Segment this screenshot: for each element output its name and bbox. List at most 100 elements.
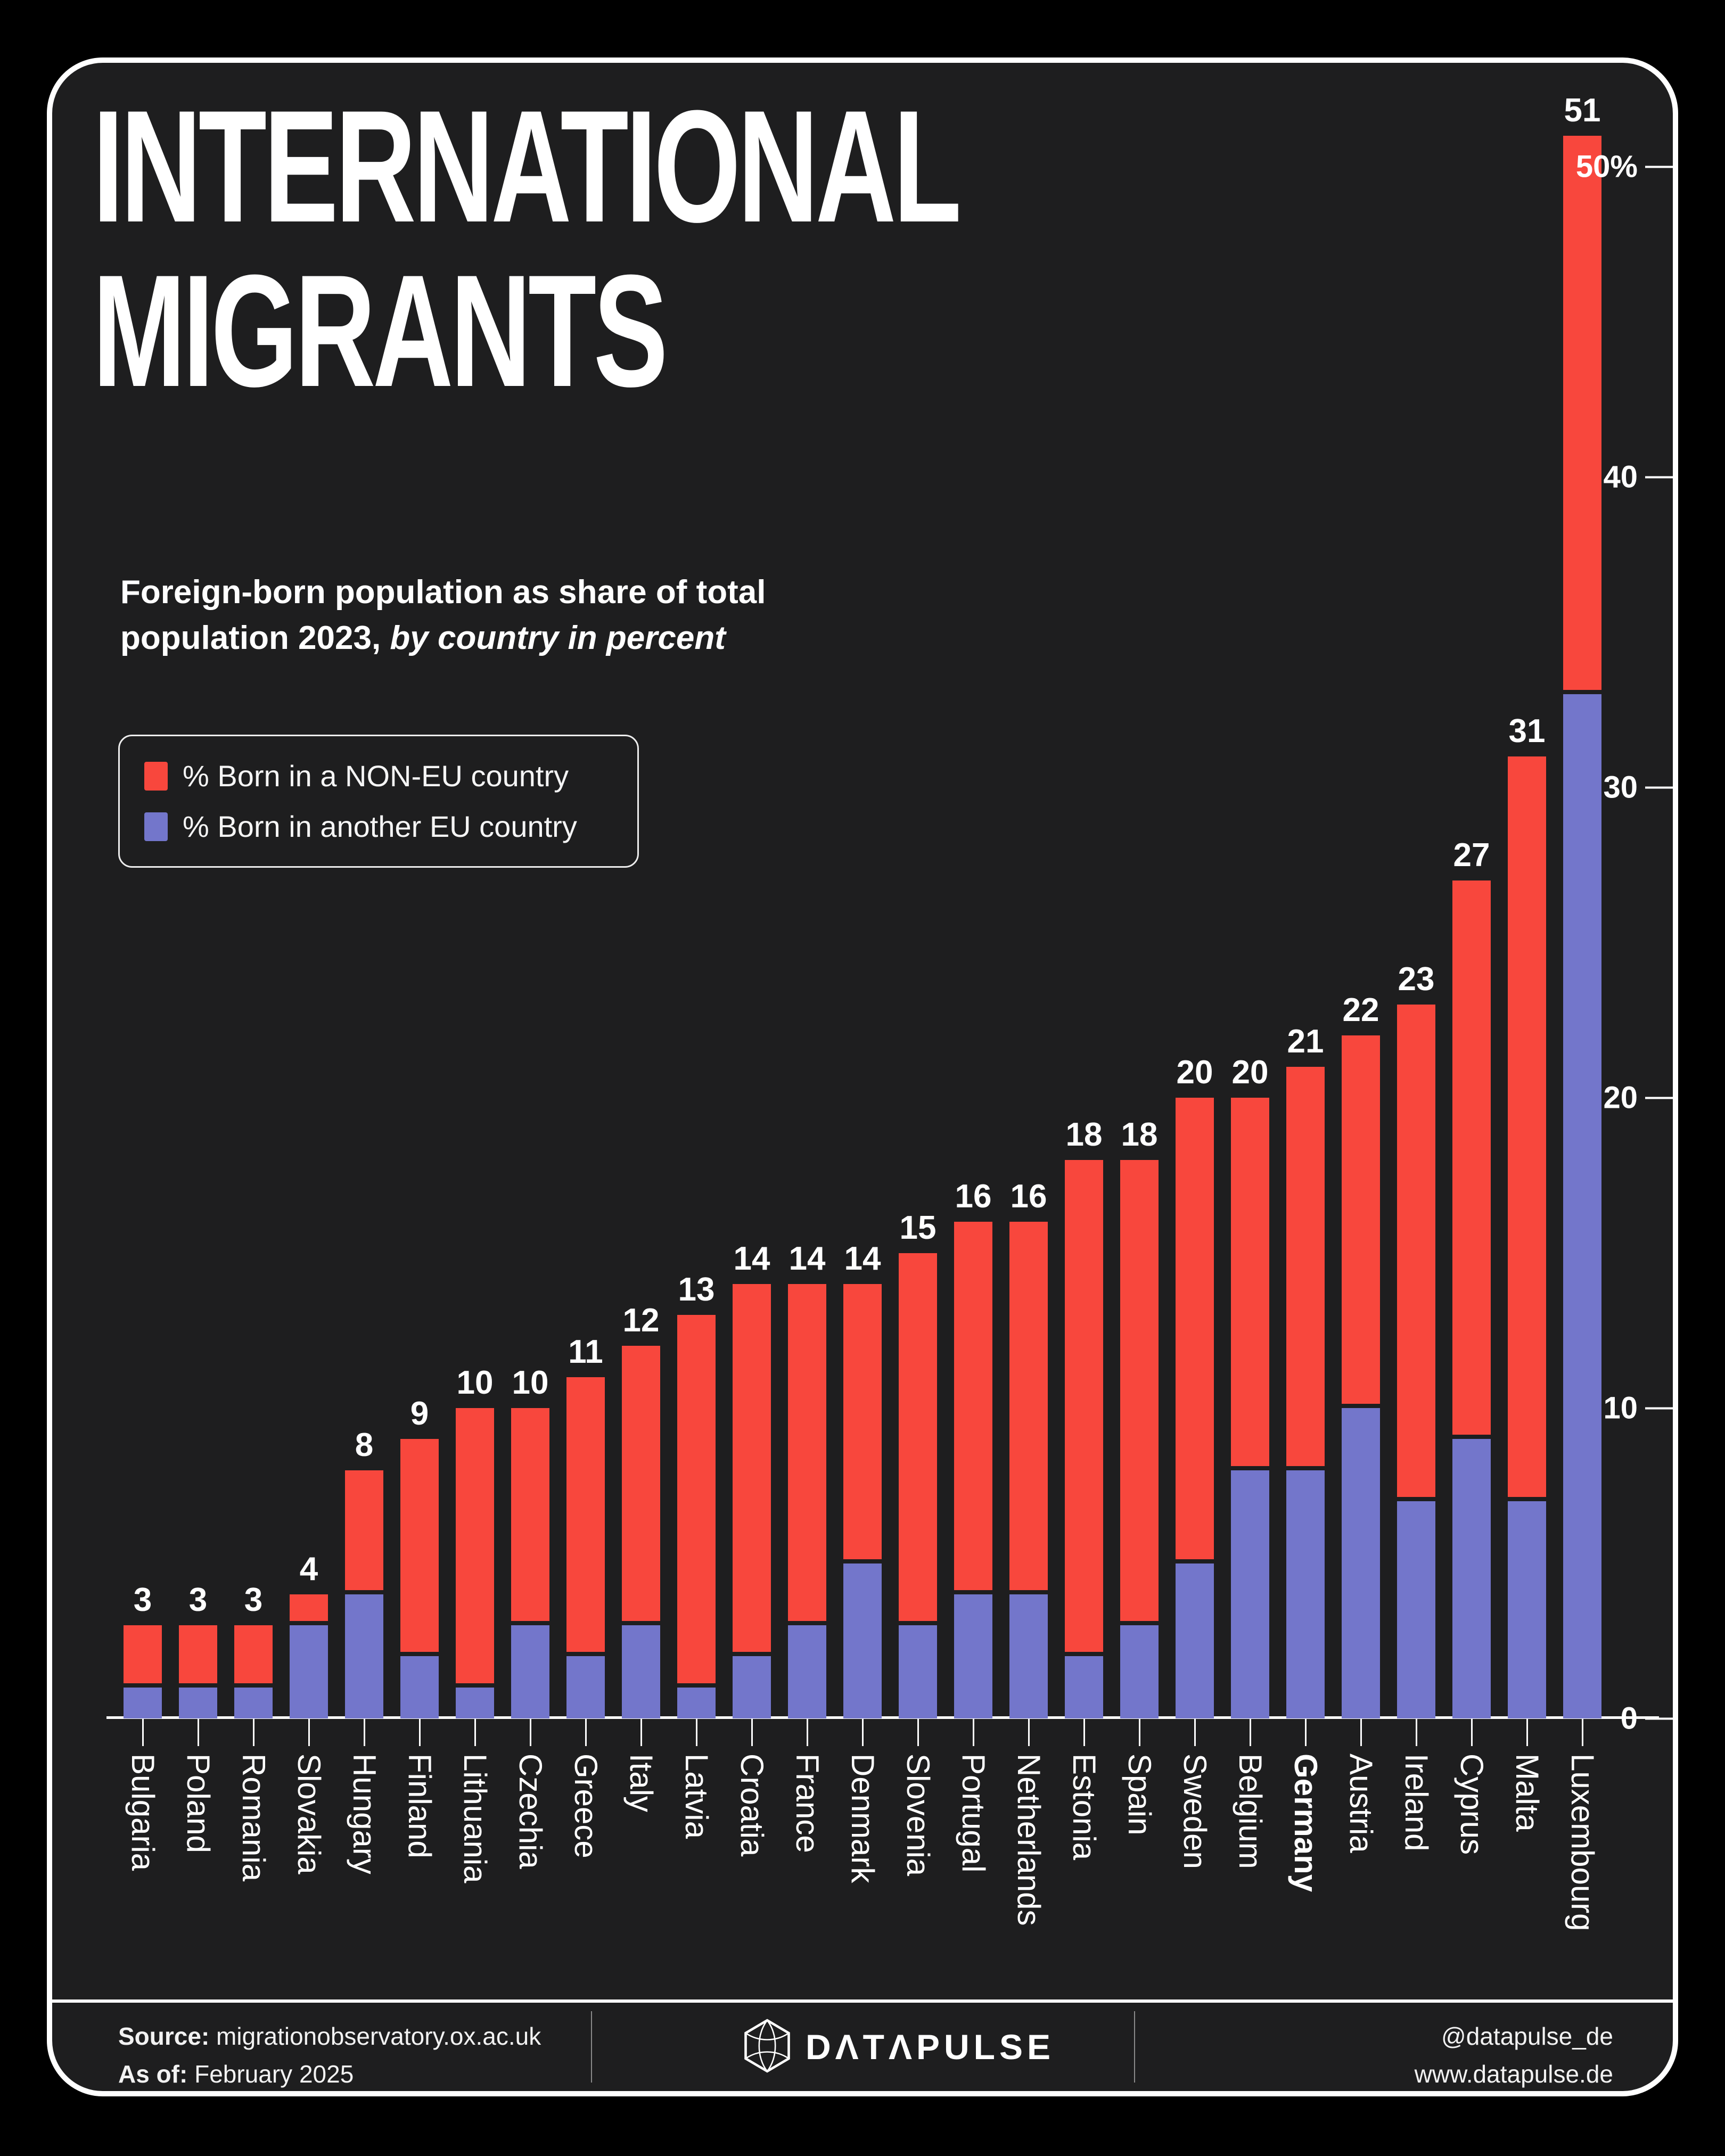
- x-label: Czechia: [513, 1754, 548, 1869]
- bar-denmark: 14: [835, 1242, 890, 1718]
- x-axis-category-latvia: Latvia: [669, 1718, 724, 1931]
- x-axis-category-lithuania: Lithuania: [447, 1718, 503, 1931]
- segment-non-eu: [677, 1315, 716, 1683]
- bar-total-label: 9: [410, 1395, 429, 1433]
- segment-non-eu: [124, 1625, 162, 1683]
- bar-czechia: 10: [503, 1367, 558, 1718]
- bar-total-label: 8: [355, 1426, 374, 1463]
- x-tick-mark: [1194, 1718, 1196, 1746]
- bar-france: 14: [779, 1242, 835, 1718]
- legend-swatch-icon: [144, 812, 168, 841]
- brand-logo: DΛTΛPULSE: [712, 2003, 1085, 2091]
- poster-card: INTERNATIONAL MIGRANTS Foreign-born popu…: [47, 57, 1678, 2096]
- y-tick-50: 50%: [1576, 149, 1673, 185]
- bar-total-label: 3: [244, 1582, 263, 1619]
- bar-total-label: 27: [1453, 836, 1490, 874]
- bar-greece: 11: [558, 1333, 613, 1718]
- bar-total-label: 22: [1342, 992, 1379, 1029]
- y-tick-mark: [1645, 166, 1673, 168]
- segment-non-eu: [345, 1470, 383, 1590]
- bar-total-label: 11: [568, 1333, 603, 1370]
- bar-total-label: 16: [1010, 1178, 1047, 1215]
- x-axis-category-estonia: Estonia: [1056, 1718, 1112, 1931]
- segment-eu: [400, 1656, 439, 1718]
- segment-non-eu: [1176, 1098, 1214, 1559]
- y-tick-20: 20: [1603, 1080, 1673, 1116]
- bar-total-label: 14: [733, 1240, 770, 1277]
- segment-eu: [622, 1625, 660, 1718]
- x-axis-category-cyprus: Cyprus: [1444, 1718, 1499, 1931]
- x-tick-mark: [308, 1718, 310, 1746]
- bar-total-label: 10: [512, 1364, 549, 1402]
- bar-cyprus: 27: [1444, 836, 1499, 1718]
- y-tick-label: 50%: [1575, 149, 1638, 184]
- bar-croatia: 14: [724, 1242, 779, 1718]
- x-axis-category-bulgaria: Bulgaria: [115, 1718, 170, 1931]
- segment-eu: [899, 1625, 937, 1718]
- bar-slovenia: 15: [890, 1211, 946, 1718]
- bar-total-label: 12: [622, 1302, 660, 1339]
- segment-non-eu: [1563, 135, 1601, 690]
- segment-eu: [1342, 1408, 1380, 1718]
- x-tick-mark: [1028, 1718, 1030, 1746]
- segment-non-eu: [733, 1283, 771, 1652]
- segment-eu: [1508, 1501, 1546, 1718]
- segment-eu: [1009, 1594, 1048, 1718]
- y-tick-mark: [1645, 476, 1673, 478]
- segment-eu: [733, 1656, 771, 1718]
- x-axis-category-austria: Austria: [1333, 1718, 1389, 1931]
- x-label: Belgium: [1233, 1754, 1268, 1869]
- stacked-bar-chart: 3 3 3 4 8 9 10 10 11 12 13 14 14 14 15 16 16 18 18 20 20 21 22…: [52, 63, 1673, 2091]
- subtitle-italic: by country in percent: [390, 619, 726, 656]
- segment-eu: [788, 1625, 826, 1718]
- footer-divider-left: [591, 2011, 592, 2083]
- x-tick-mark: [1304, 1718, 1307, 1746]
- y-tick-label: 30: [1603, 770, 1638, 805]
- x-axis-category-spain: Spain: [1112, 1718, 1167, 1931]
- segment-eu: [234, 1687, 273, 1718]
- segment-eu: [1286, 1470, 1325, 1718]
- segment-non-eu: [400, 1439, 439, 1652]
- x-tick-mark: [806, 1718, 808, 1746]
- hexagon-logo-icon: [743, 2018, 792, 2076]
- page-title: INTERNATIONAL MIGRANTS: [93, 84, 962, 413]
- x-label: Portugal: [956, 1754, 991, 1873]
- y-tick-label: 20: [1603, 1080, 1638, 1115]
- bar-total-label: 14: [844, 1240, 881, 1277]
- website-url: www.datapulse.de: [1414, 2060, 1613, 2088]
- x-label: Finland: [402, 1754, 438, 1858]
- bar-total-label: 3: [133, 1582, 152, 1619]
- segment-non-eu: [1120, 1159, 1159, 1622]
- x-axis-line: [106, 1716, 1659, 1719]
- bar-total-label: 14: [788, 1240, 826, 1277]
- bar-ireland: 23: [1389, 963, 1444, 1718]
- bar-total-label: 13: [678, 1271, 715, 1309]
- bar-austria: 22: [1333, 994, 1389, 1718]
- bar-total-label: 51: [1564, 92, 1601, 129]
- segment-eu: [511, 1625, 549, 1718]
- segment-eu: [1563, 694, 1601, 1718]
- x-tick-mark: [972, 1718, 974, 1746]
- x-label: Netherlands: [1011, 1754, 1047, 1926]
- segment-non-eu: [899, 1253, 937, 1622]
- segment-non-eu: [566, 1377, 605, 1652]
- y-tick-0: 0: [1621, 1701, 1673, 1737]
- x-tick-mark: [418, 1718, 421, 1746]
- x-axis-category-belgium: Belgium: [1222, 1718, 1278, 1931]
- x-tick-mark: [1471, 1718, 1473, 1746]
- x-label: Bulgaria: [125, 1754, 161, 1871]
- x-label: Lithuania: [457, 1754, 493, 1883]
- bar-total-label: 3: [188, 1582, 208, 1619]
- segment-non-eu: [788, 1283, 826, 1622]
- x-tick-mark: [640, 1718, 642, 1746]
- segment-non-eu: [1231, 1098, 1269, 1466]
- x-tick-mark: [585, 1718, 587, 1746]
- legend-label: % Born in a NON-EU country: [183, 759, 569, 793]
- bar-poland: 3: [170, 1584, 226, 1718]
- x-axis-category-malta: Malta: [1499, 1718, 1555, 1931]
- segment-eu: [179, 1687, 217, 1718]
- x-label: Slovakia: [291, 1754, 327, 1874]
- y-tick-mark: [1645, 1097, 1673, 1099]
- footer-divider: [52, 1999, 1673, 2003]
- segment-non-eu: [1342, 1035, 1380, 1404]
